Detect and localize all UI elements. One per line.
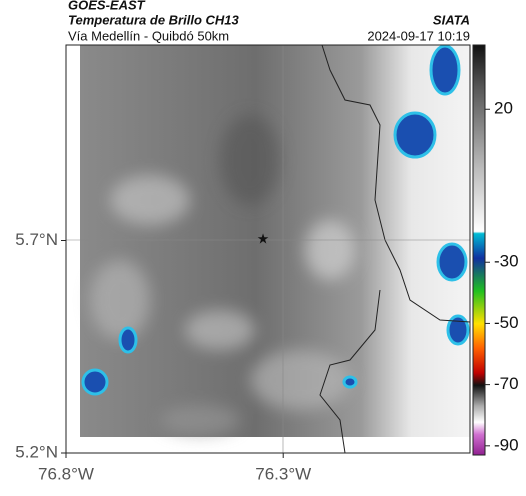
- colorbar-tick-label: -70: [494, 374, 519, 393]
- colorbar-tick-label: -90: [494, 435, 519, 454]
- colorbar-tick-label: -50: [494, 313, 519, 332]
- colorbar: [472, 44, 486, 456]
- ticks: 76.8°W 76.3°W 5.7°N 5.2°N 20 -30 -50 -70 -90: [15, 99, 518, 484]
- colorbar-tick-label: -30: [494, 252, 519, 271]
- source: SIATA: [433, 12, 470, 27]
- x-tick-label: 76.8°W: [38, 464, 94, 483]
- datetime: 2024-09-17 10:19: [367, 28, 470, 43]
- y-tick-label: 5.2°N: [15, 442, 58, 461]
- subtitle: Temperatura de Brillo CH13: [68, 12, 240, 27]
- title: GOES-EAST: [68, 0, 146, 12]
- colorbar-tick-label: 20: [494, 99, 513, 118]
- route: Vía Medellín - Quibdó 50km: [68, 28, 229, 43]
- x-tick-label: 76.3°W: [255, 464, 311, 483]
- location-star: ★: [257, 231, 270, 247]
- satellite-image: ★: [66, 45, 470, 453]
- y-tick-label: 5.7°N: [15, 230, 58, 249]
- map-frame: [65, 44, 471, 454]
